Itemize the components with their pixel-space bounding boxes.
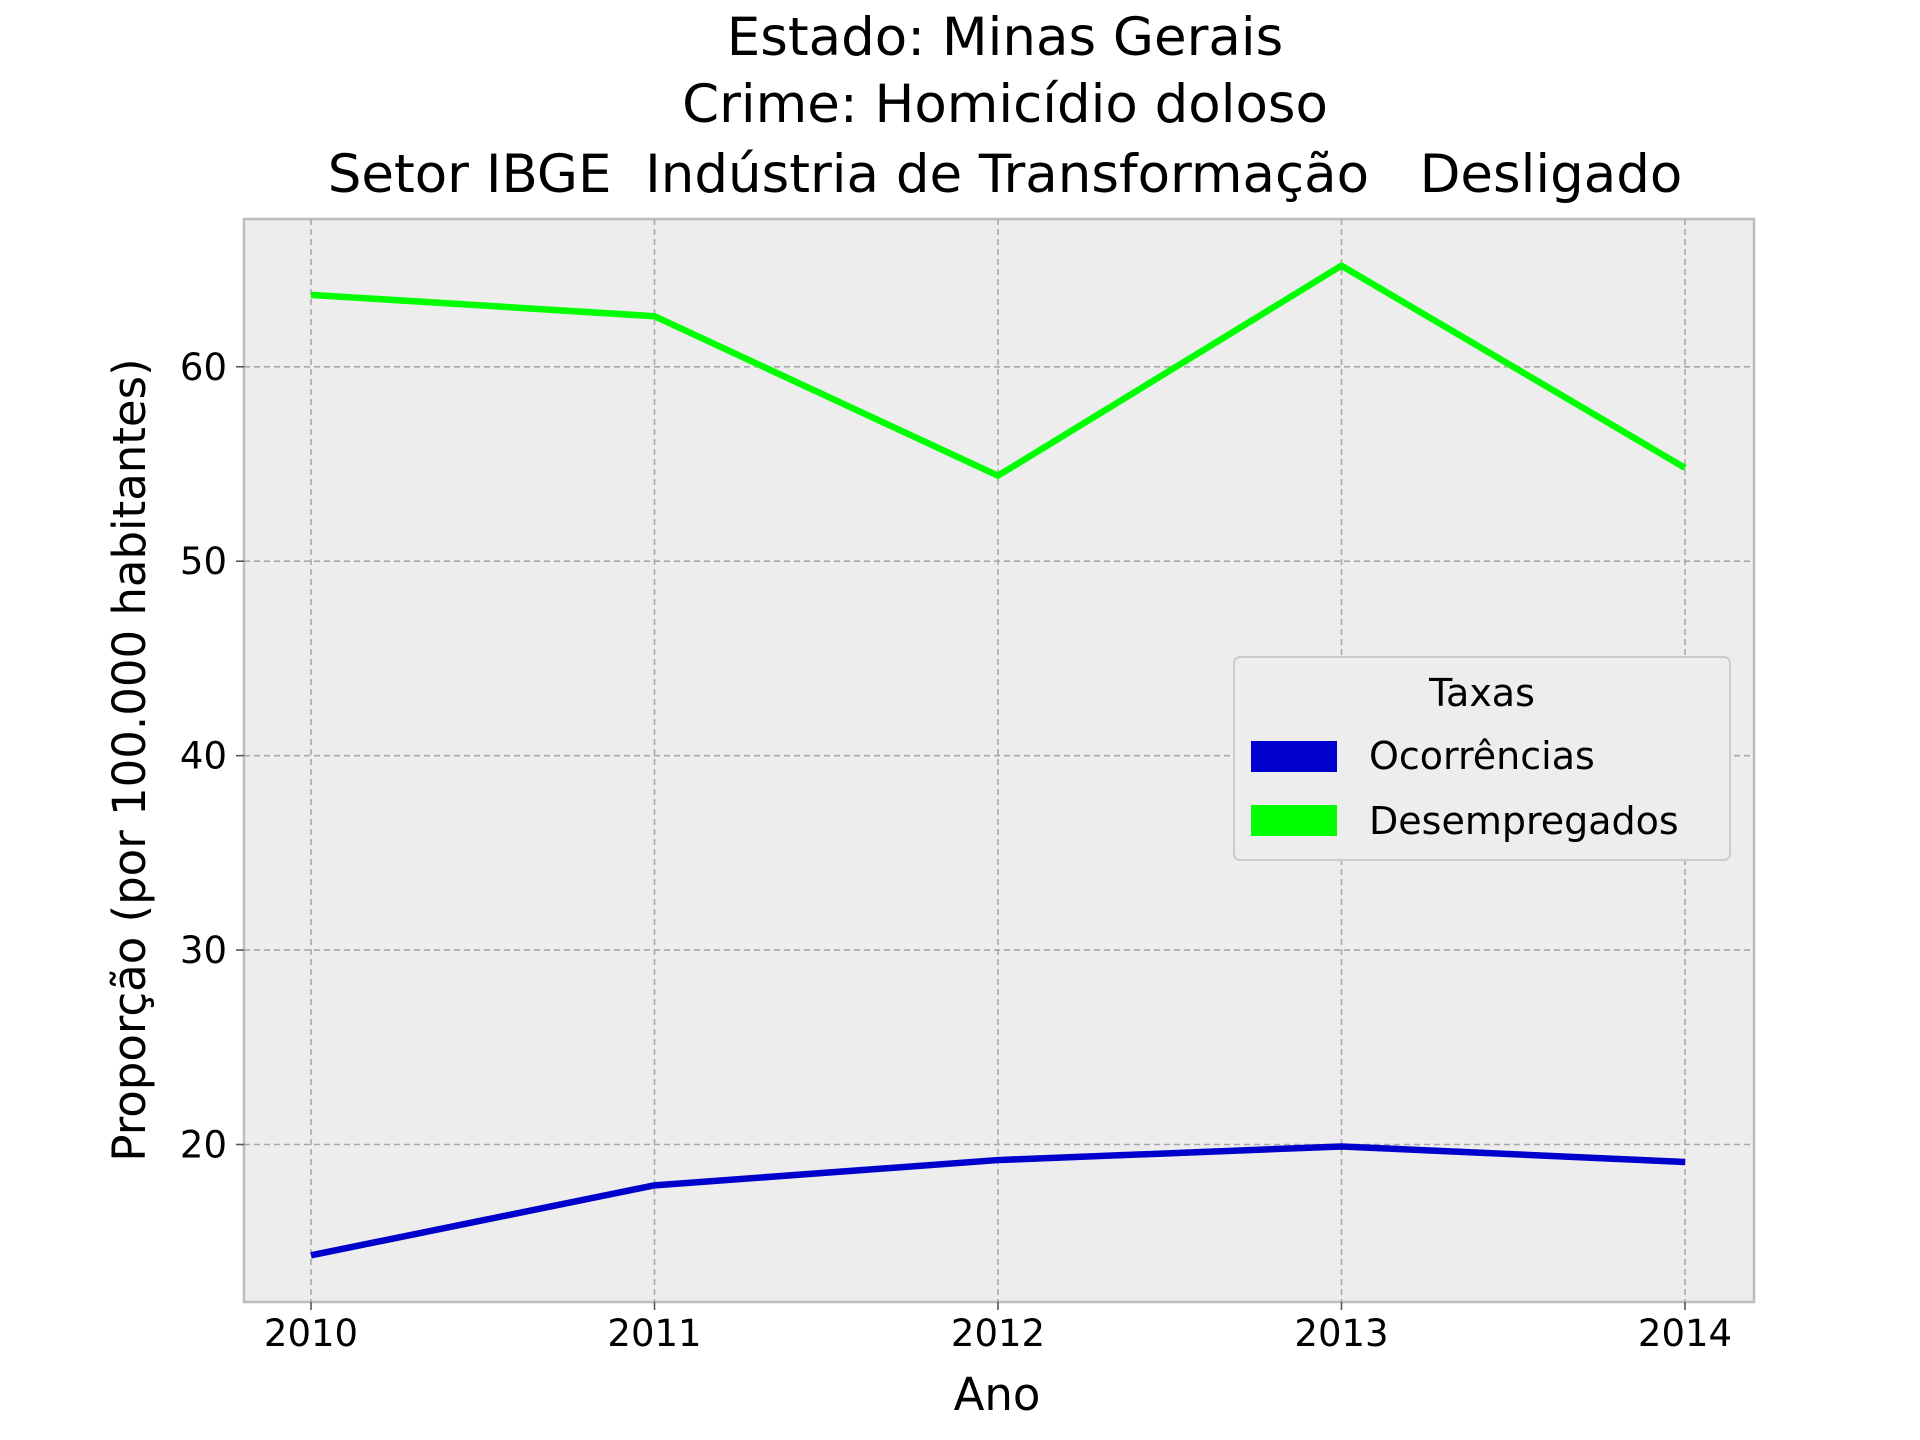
series-line-ocorrencias <box>310 1143 1686 1259</box>
y-tick-label-50: 50 <box>180 540 227 583</box>
x-axis-label: Ano <box>954 1368 1041 1421</box>
chart-subtitle-crime: Crime: Homicídio doloso <box>682 74 1328 135</box>
x-tick-label-2014: 2014 <box>1638 1312 1732 1355</box>
series-lines <box>310 262 1687 1259</box>
x-tick-label-2011: 2011 <box>607 1312 701 1355</box>
y-tick-label-30: 30 <box>180 929 227 972</box>
y-axis-label: Proporção (por 100.000 habitantes) <box>103 358 156 1161</box>
y-axis-ticks: 20 30 40 50 60 <box>180 346 227 1167</box>
chart-title: Estado: Minas Gerais <box>727 7 1283 68</box>
legend: Taxas Ocorrências Desempregados <box>1233 656 1731 861</box>
legend-title: Taxas <box>1428 671 1535 715</box>
legend-swatch-ocorrencias <box>1251 741 1337 772</box>
legend-swatch-desempregados <box>1251 805 1337 836</box>
y-tick-label-40: 40 <box>180 735 227 778</box>
y-tick-label-20: 20 <box>180 1124 227 1167</box>
series-line-desempregados <box>310 262 1687 479</box>
legend-box <box>1233 656 1731 861</box>
x-tick-label-2010: 2010 <box>264 1312 358 1355</box>
x-tick-label-2012: 2012 <box>951 1312 1045 1355</box>
legend-label-desempregados: Desempregados <box>1369 799 1679 843</box>
legend-label-ocorrencias: Ocorrências <box>1369 734 1595 778</box>
x-tick-label-2013: 2013 <box>1294 1312 1388 1355</box>
x-axis-ticks: 2010 2011 2012 2013 2014 <box>264 1312 1732 1355</box>
y-tick-label-60: 60 <box>180 346 227 389</box>
grid-lines <box>236 219 1754 1310</box>
chart-subtitle-sector: Setor IBGE Indústria de Transformação De… <box>328 144 1683 205</box>
